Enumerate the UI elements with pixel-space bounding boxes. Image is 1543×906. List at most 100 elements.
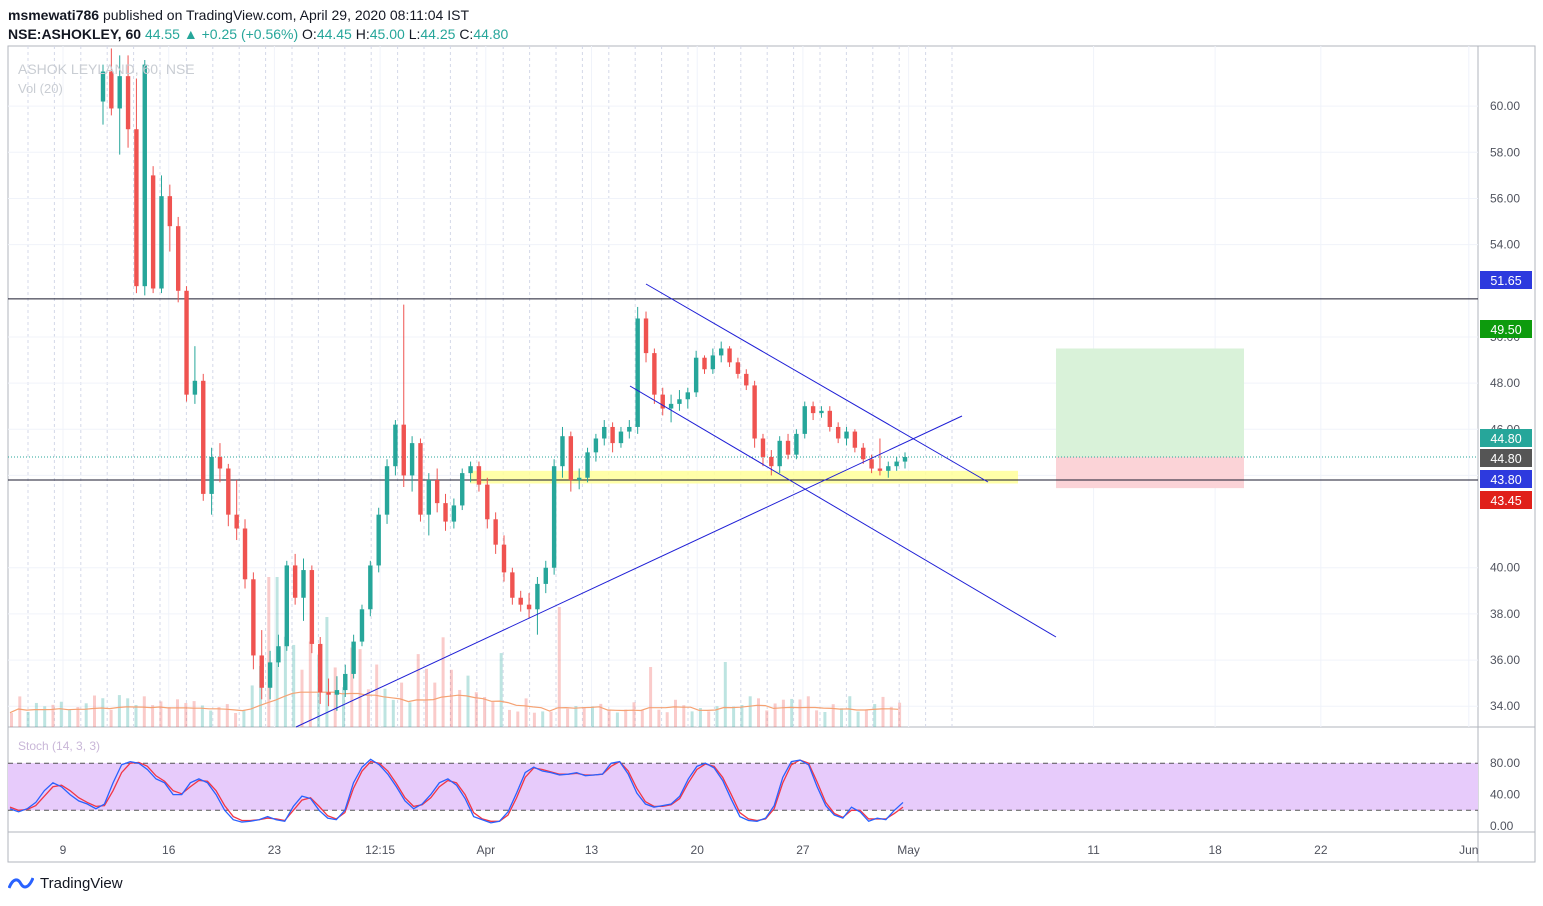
- stop-zone: [1056, 456, 1244, 489]
- time-tick-label: 22: [1314, 843, 1328, 857]
- candle-body: [267, 662, 273, 688]
- volume-bar: [366, 689, 370, 727]
- price-label-box: [1480, 491, 1532, 509]
- candle-body: [635, 318, 640, 427]
- volume-bar: [184, 702, 188, 727]
- candle-body: [568, 436, 574, 481]
- candle-body: [167, 196, 173, 227]
- price-label-text: 51.65: [1490, 274, 1521, 288]
- volume-bar: [831, 704, 835, 727]
- volume-bar: [690, 711, 694, 727]
- candle-body: [301, 570, 306, 598]
- volume-bar: [773, 703, 777, 727]
- volume-bar: [757, 698, 760, 727]
- volume-bar: [34, 702, 38, 727]
- stoch-tick-label: 0.00: [1490, 819, 1514, 833]
- candle-body: [259, 655, 264, 688]
- candle-body: [476, 466, 482, 485]
- candle-body: [109, 71, 114, 109]
- candle-body: [251, 579, 256, 656]
- stoch-band: [8, 763, 1478, 811]
- volume-bar: [649, 667, 653, 727]
- time-tick-label: 16: [162, 843, 176, 857]
- volume-bar: [416, 654, 420, 727]
- volume-bar: [491, 701, 495, 727]
- volume-bar: [93, 695, 96, 727]
- candle-body: [175, 226, 181, 291]
- price-tick-label: 48.00: [1490, 376, 1520, 390]
- publish-line: msmewati786 published on TradingView.com…: [8, 6, 1528, 25]
- volume-bar: [458, 689, 462, 727]
- high-label: H:: [355, 26, 370, 42]
- price-label-text: 43.45: [1490, 494, 1521, 508]
- volume-bar: [873, 704, 877, 727]
- time-axis-border: [7, 831, 1536, 863]
- time-tick-label: 11: [1087, 843, 1100, 857]
- candle-body: [802, 406, 807, 434]
- price-tick-label: 40.00: [1490, 561, 1520, 575]
- volume-bar: [657, 709, 661, 727]
- volume-bar: [101, 698, 105, 727]
- price-label-box: [1480, 271, 1532, 289]
- volume-bar: [109, 709, 113, 727]
- candle-body: [693, 357, 699, 393]
- candle-body: [785, 440, 791, 455]
- time-tick-label: May: [897, 843, 920, 857]
- candle-body: [668, 403, 674, 409]
- author-name[interactable]: msmewati786: [8, 7, 100, 23]
- volume-bar: [10, 713, 13, 727]
- candle-body: [844, 431, 849, 439]
- candle-body: [100, 71, 106, 102]
- tradingview-footer[interactable]: TradingView: [8, 874, 123, 892]
- candle-body: [610, 426, 615, 444]
- volume-bar: [383, 688, 387, 727]
- candle-body: [318, 643, 323, 693]
- chart-overlays: [8, 298, 1478, 489]
- symbol-label: NSE:ASHOKLEY, 60: [8, 26, 142, 42]
- price-tick-label: 36.00: [1490, 653, 1520, 667]
- volume-bar: [217, 707, 221, 727]
- volume-bar: [840, 708, 843, 727]
- candle-body: [326, 692, 331, 695]
- volume-bar: [209, 710, 213, 727]
- candle-body: [284, 565, 289, 647]
- candle-body: [677, 399, 682, 404]
- candle-body: [434, 480, 440, 504]
- volume-bar: [823, 711, 827, 727]
- price-tick-label: 54.00: [1490, 238, 1520, 252]
- candle-body: [877, 468, 883, 471]
- volume-bar: [126, 698, 130, 727]
- volume-ma-line: [9, 691, 899, 714]
- volume-bars: [9, 577, 902, 727]
- volume-bar: [159, 701, 163, 727]
- volume-bar: [815, 710, 819, 727]
- candle-body: [819, 410, 824, 414]
- volume-bar: [615, 712, 619, 727]
- candle-body: [719, 348, 724, 356]
- volume-watermark: Vol (20): [18, 81, 63, 96]
- close-label: C:: [459, 26, 474, 42]
- volume-bar: [200, 705, 204, 727]
- candle-body: [209, 456, 214, 494]
- candle-body: [451, 505, 457, 522]
- candle-body: [359, 609, 365, 642]
- volume-bar: [308, 641, 312, 727]
- candle-body: [835, 426, 841, 439]
- candle-body: [201, 380, 206, 494]
- candle-body: [468, 466, 473, 474]
- price-tick-label: 56.00: [1490, 191, 1520, 205]
- candle-body: [543, 567, 548, 584]
- price-label-box: [1480, 470, 1532, 488]
- candle-body: [710, 355, 716, 370]
- stoch-k-line: [9, 758, 904, 824]
- candle-body: [652, 353, 657, 395]
- volume-bar: [881, 696, 885, 727]
- volume-bar: [566, 708, 570, 727]
- candle-body: [551, 466, 557, 568]
- candle-body: [192, 380, 198, 395]
- time-tick-label: 27: [796, 843, 810, 857]
- candle-body: [184, 290, 189, 395]
- volume-bar: [425, 668, 428, 727]
- open-label: O:: [302, 26, 317, 42]
